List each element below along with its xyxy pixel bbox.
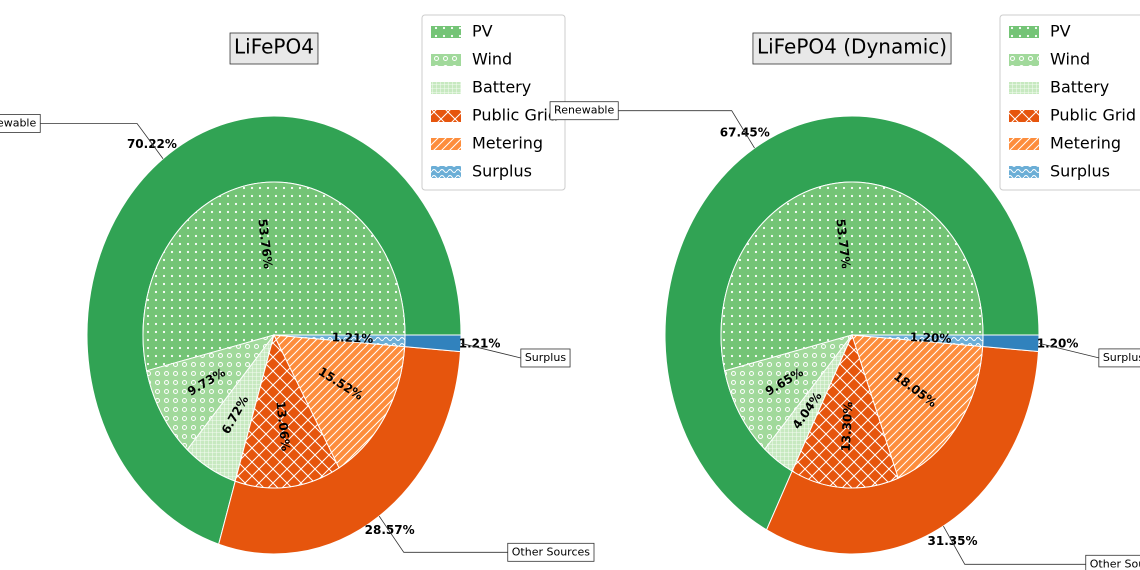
annotation-label: Other Sources — [512, 545, 591, 558]
annotation-line — [460, 342, 521, 359]
outer-value-label: 28.57% — [365, 523, 415, 537]
legend-label: Wind — [1050, 50, 1090, 69]
legend-hatch — [431, 138, 461, 150]
legend-label: Battery — [1050, 78, 1109, 97]
annotation-line — [40, 123, 164, 159]
outer-value-label: 31.35% — [928, 534, 978, 548]
annotation-label: Renewable — [0, 116, 36, 129]
chart-title: LiFePO4 (Dynamic) — [757, 35, 947, 59]
title-box — [229, 32, 319, 65]
legend-label: Public Grid — [472, 106, 558, 125]
inner-value-label: 53.77% — [833, 218, 853, 269]
legend-hatch — [431, 110, 461, 122]
inner-value-label: 1.21% — [331, 330, 373, 346]
legend-hatch — [1009, 166, 1039, 178]
inner-value-label: 1.20% — [909, 330, 951, 346]
legend-label: Metering — [1050, 134, 1121, 153]
inner-value-label: 53.76% — [255, 218, 275, 269]
legend-hatch — [1009, 54, 1039, 66]
legend-label: Public Grid — [1050, 106, 1136, 125]
legend-label: Wind — [472, 50, 512, 69]
inner-value-label: 13.06% — [273, 401, 292, 452]
legend-label: Metering — [472, 134, 543, 153]
legend-hatch — [431, 26, 461, 38]
annotation-line — [943, 525, 1086, 565]
legend-hatch — [1009, 138, 1039, 150]
legend-label: Surplus — [472, 162, 532, 181]
annotation-label: Surplus — [525, 351, 566, 364]
annotation-line — [618, 110, 755, 149]
legend-label: Surplus — [1050, 162, 1110, 181]
legend-label: PV — [1050, 22, 1071, 41]
legend-hatch — [431, 54, 461, 66]
inner-value-label: 13.30% — [839, 401, 856, 452]
legend-hatch — [1009, 110, 1039, 122]
annotation-line — [378, 515, 508, 553]
legend-hatch — [1009, 26, 1039, 38]
annotation-label: Surplus — [1103, 351, 1140, 364]
chart-title: LiFePO4 — [234, 35, 314, 59]
legend-hatch — [431, 166, 461, 178]
annotation-line — [1038, 342, 1099, 359]
title-box — [752, 32, 952, 65]
annotation-label: Other Sources — [1090, 557, 1140, 570]
legend-hatch — [1009, 82, 1039, 94]
outer-value-label: 1.20% — [1037, 336, 1079, 350]
legend-hatch — [431, 82, 461, 94]
legend-label: Battery — [472, 78, 531, 97]
outer-value-label: 1.21% — [459, 336, 501, 350]
legend-label: PV — [472, 22, 493, 41]
annotation-label: Renewable — [554, 104, 614, 117]
